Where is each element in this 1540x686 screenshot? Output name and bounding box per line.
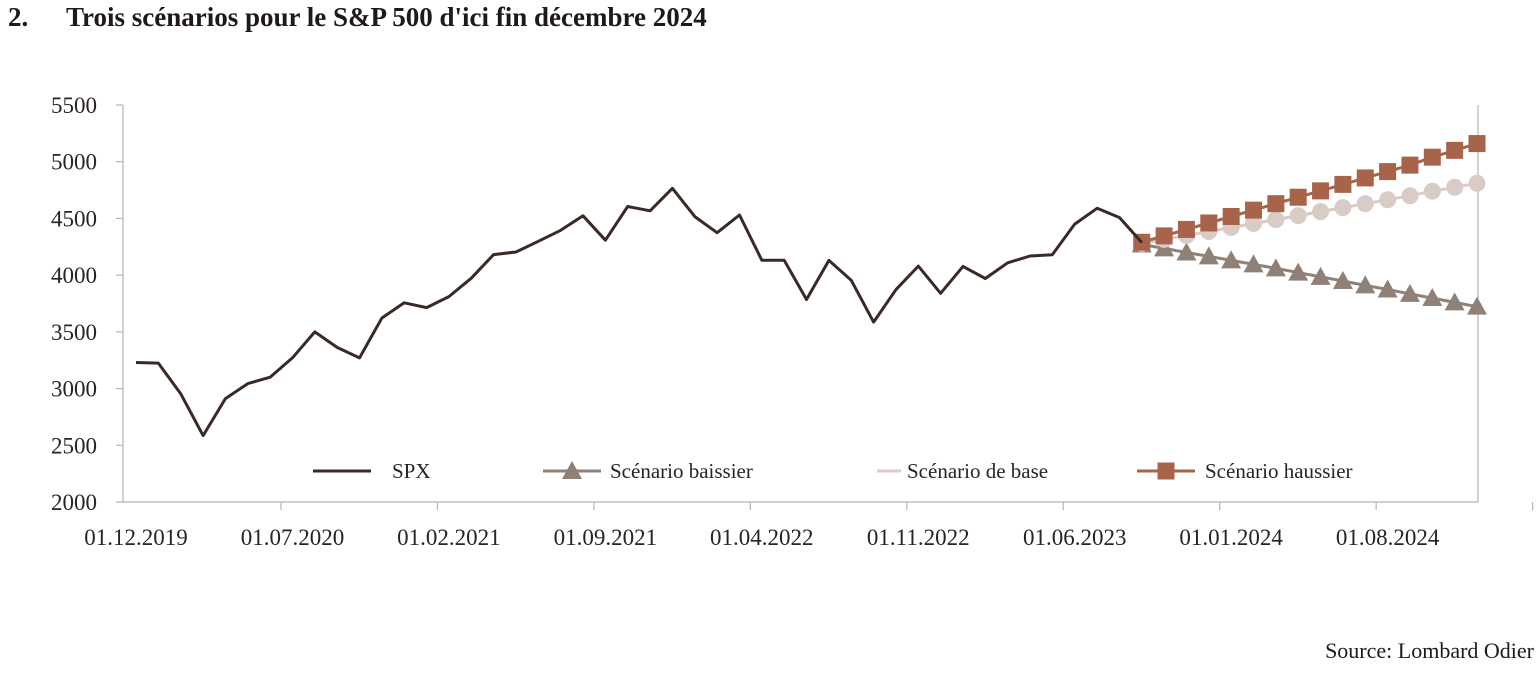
title-number: 2. [8,2,29,32]
data-point-sc-nario-baissier [1310,266,1331,285]
series-line-sc-nario-haussier [1141,142,1478,244]
data-point-sc-nario-haussier [1200,214,1218,232]
data-point-sc-nario-haussier [1356,169,1374,187]
data-point-sc-nario-haussier [1468,135,1486,153]
data-point-sc-nario-haussier [1334,175,1352,193]
data-point-sc-nario-baissier [1265,258,1286,277]
legend-label: Scénario baissier [610,459,753,483]
data-point-sc-nario-haussier [1155,227,1173,245]
x-tick-label: 01.12.2019 [84,525,188,550]
x-tick-label: 01.09.2021 [554,525,658,550]
series-sc-nario-baissier [1131,234,1487,315]
x-tick-label: 01.08.2024 [1336,525,1440,550]
data-point-sc-nario-haussier [1423,148,1441,166]
series-line-sc-nario-baissier [1141,243,1478,309]
y-tick-label: 3500 [51,320,97,345]
data-point-sc-nario-haussier [1267,195,1285,213]
legend-label: Scénario de base [907,459,1048,483]
data-point-sc-nario-baissier [1221,250,1242,269]
data-point-sc-nario-haussier [1446,141,1464,159]
y-tick-label: 2500 [51,433,97,458]
data-point-sc-nario-de-base [1468,174,1486,192]
chart-legend: SPX Scénario baissier Scénario de base Scén… [313,459,1353,483]
data-point-sc-nario-baissier [1198,246,1219,265]
series-line-spx [135,186,1143,438]
series-sc-nario-haussier [1133,135,1486,251]
data-point-sc-nario-haussier [1177,220,1195,238]
data-point-sc-nario-de-base [1267,211,1285,229]
data-point-sc-nario-de-base [1312,203,1330,221]
data-point-sc-nario-baissier [1176,242,1197,261]
y-tick-label: 4000 [51,263,97,288]
legend-swatch-marker [1157,462,1175,480]
x-tick-label: 01.01.2024 [1179,525,1283,550]
data-point-sc-nario-baissier [1332,271,1353,290]
data-point-sc-nario-baissier [1399,283,1420,302]
x-tick-label: 01.06.2023 [1023,525,1127,550]
y-tick-label: 5000 [51,150,97,175]
source-note: Source: Lombard Odier [1325,638,1534,663]
data-point-sc-nario-haussier [1401,156,1419,174]
data-point-sc-nario-baissier [1467,296,1487,315]
chart-series [135,135,1487,438]
series-sc-nario-de-base [1133,174,1486,252]
y-tick-label: 4500 [51,206,97,231]
data-point-sc-nario-haussier [1222,208,1240,226]
x-tick-label: 01.04.2022 [710,525,814,550]
data-point-sc-nario-de-base [1423,182,1441,200]
series-spx [135,186,1143,438]
data-point-sc-nario-de-base [1245,215,1262,233]
x-tick-label: 01.02.2021 [397,525,501,550]
data-point-sc-nario-baissier [1377,279,1398,298]
y-tick-label: 3000 [51,377,97,402]
y-tick-label: 2000 [51,490,97,515]
data-point-sc-nario-baissier [1288,262,1309,281]
data-point-sc-nario-baissier [1422,288,1443,307]
data-point-sc-nario-de-base [1401,187,1419,205]
chart-axes: 2000 2500 3000 3500 4000 4500 5000 5500 01.12.20… [51,93,1534,550]
data-point-sc-nario-haussier [1379,163,1397,181]
data-point-sc-nario-baissier [1355,275,1376,294]
title-text: Trois scénarios pour le S&P 500 d'ici fi… [66,2,707,32]
legend-label: SPX [392,459,431,483]
series-line-sc-nario-de-base [1141,181,1478,245]
data-point-sc-nario-baissier [1243,254,1264,273]
data-point-sc-nario-de-base [1356,195,1374,213]
y-tick-label: 5500 [51,93,97,118]
legend-label: Scénario haussier [1205,459,1353,483]
data-point-sc-nario-haussier [1245,201,1262,219]
x-tick-label: 01.11.2022 [867,525,970,550]
data-point-sc-nario-haussier [1289,188,1307,206]
data-point-sc-nario-haussier [1312,182,1330,200]
x-tick-label: 01.07.2020 [241,525,345,550]
data-point-sc-nario-de-base [1289,207,1307,225]
data-point-sc-nario-de-base [1334,199,1352,217]
data-point-sc-nario-de-base [1379,191,1397,209]
legend-swatch-marker [562,461,582,479]
chart-title: 2. Trois scénarios pour le S&P 500 d'ici … [8,2,707,33]
data-point-sc-nario-de-base [1446,178,1464,196]
data-point-sc-nario-baissier [1444,292,1465,311]
